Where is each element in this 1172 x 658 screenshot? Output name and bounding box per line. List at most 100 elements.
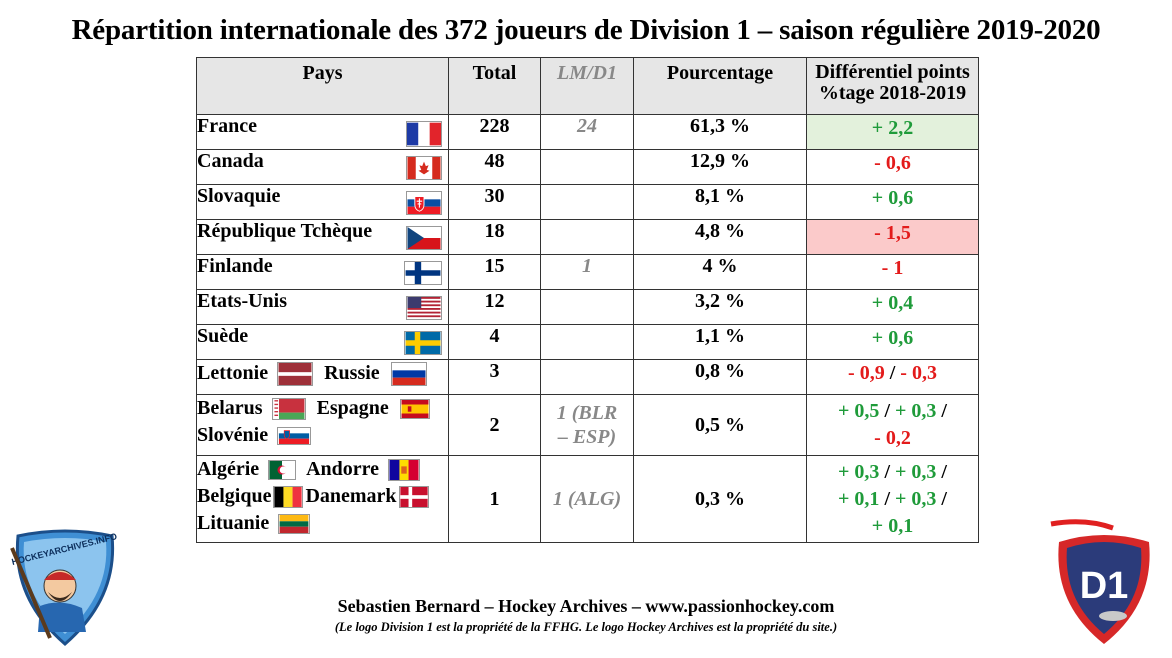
diff-cell: - 0,6 <box>806 149 979 185</box>
country-name: Suède <box>197 325 249 347</box>
country-cell: Belarus Espagne Slovénie <box>196 394 449 456</box>
diff-separator: / <box>884 460 890 483</box>
lm-cell: 24 <box>540 114 634 150</box>
country-name-denmark: Danemark <box>305 485 397 507</box>
table-row: Finlande 15 1 4 % - 1 <box>196 254 979 290</box>
country-name-belarus: Belarus <box>197 397 263 419</box>
players-table: Pays Total LM/D1 Pourcentage Différentie… <box>196 57 979 543</box>
usa-flag-icon <box>406 296 442 320</box>
country-name-spain: Espagne <box>316 397 389 419</box>
diff-belarus: + 0,5 <box>838 400 880 422</box>
percentage-cell: 4,8 % <box>633 219 807 255</box>
total-cell: 12 <box>448 289 541 325</box>
total-cell: 15 <box>448 254 541 290</box>
diff-cell: + 0,5 / + 0,3 / - 0,2 <box>806 394 979 456</box>
country-cell: Suède <box>196 324 449 360</box>
belarus-flag-icon <box>271 398 306 421</box>
country-name-russia: Russie <box>324 362 380 384</box>
lm-cell <box>540 184 634 220</box>
diff-separator: / <box>941 487 947 510</box>
total-cell: 2 <box>448 394 541 456</box>
country-name-latvia: Lettonie <box>197 362 269 384</box>
header-lm: LM/D1 <box>540 57 634 115</box>
header-percentage: Pourcentage <box>633 57 807 115</box>
percentage-cell: 1,1 % <box>633 324 807 360</box>
diff-andorra: + 0,3 <box>895 460 937 483</box>
country-cell: République Tchèque <box>196 219 449 255</box>
percentage-cell: 0,8 % <box>633 359 807 395</box>
lm-cell <box>540 324 634 360</box>
total-cell: 4 <box>448 324 541 360</box>
france-flag-icon <box>406 121 442 147</box>
total-cell: 1 <box>448 455 541 543</box>
percentage-cell: 0,3 % <box>633 455 807 543</box>
country-name: Etats-Unis <box>197 290 288 312</box>
finland-flag-icon <box>404 261 442 285</box>
total-cell: 48 <box>448 149 541 185</box>
diff-cell: - 0,9 / - 0,3 <box>806 359 979 395</box>
diff-algeria: + 0,3 <box>838 460 880 483</box>
country-name-algeria: Algérie <box>197 458 260 480</box>
lm-line1: 1 (BLR <box>556 402 618 424</box>
country-name: Canada <box>197 150 264 172</box>
country-cell: France <box>196 114 449 150</box>
table-row: Belarus Espagne Slovénie 2 1 (BLR – ESP)… <box>196 394 979 456</box>
table-row: France 228 24 61,3 % + 2,2 <box>196 114 979 150</box>
diff-lithuania: + 0,1 <box>871 514 914 537</box>
lm-cell: 1 <box>540 254 634 290</box>
slovakia-flag-icon <box>406 191 442 215</box>
country-cell: Finlande <box>196 254 449 290</box>
country-cell: Slovaquie <box>196 184 449 220</box>
footer-note: (Le logo Division 1 est la propriété de … <box>334 620 838 634</box>
diff-cell: + 0,3 / + 0,3 / + 0,1 / + 0,3 / + 0,1 <box>806 455 979 543</box>
sweden-flag-icon <box>404 331 442 355</box>
header-country: Pays <box>196 57 449 115</box>
page-title: Répartition internationale des 372 joueu… <box>71 14 1101 46</box>
country-cell: Algérie Andorre Belgique Danemark Lituani… <box>196 455 449 543</box>
footer-credit: Sebastien Bernard – Hockey Archives – ww… <box>337 596 835 616</box>
total-cell: 30 <box>448 184 541 220</box>
country-name: République Tchèque <box>197 220 373 242</box>
diff-separator: / <box>884 487 890 510</box>
lm-cell: 1 (ALG) <box>540 455 634 543</box>
diff-cell: + 2,2 <box>806 114 979 150</box>
diff-cell: + 0,4 <box>806 289 979 325</box>
diff-latvia: - 0,9 <box>848 362 885 384</box>
diff-cell: - 1 <box>806 254 979 290</box>
country-name: France <box>197 115 257 137</box>
lm-line2: – ESP) <box>557 426 617 448</box>
diff-russia: - 0,3 <box>900 362 937 384</box>
country-name-lithuania: Lituanie <box>197 512 270 534</box>
diff-separator: / <box>941 460 947 483</box>
latvia-flag-icon <box>277 362 314 387</box>
lm-cell <box>540 149 634 185</box>
lithuania-flag-icon <box>278 514 311 535</box>
diff-belgium: + 0,1 <box>838 487 880 510</box>
country-name-belgium: Belgique <box>197 485 272 507</box>
table-row: République Tchèque 18 4,8 % - 1,5 <box>196 219 979 255</box>
russia-flag-icon <box>390 362 427 387</box>
header-row: Pays Total LM/D1 Pourcentage Différentie… <box>196 57 979 115</box>
total-cell: 228 <box>448 114 541 150</box>
canada-flag-icon <box>406 156 442 180</box>
lm-cell <box>540 219 634 255</box>
table-row: Suède 4 1,1 % + 0,6 <box>196 324 979 360</box>
diff-separator: / <box>889 362 896 384</box>
header-diff-line1: Différentiel points <box>815 61 970 83</box>
table-row: Algérie Andorre Belgique Danemark Lituani… <box>196 455 979 543</box>
percentage-cell: 8,1 % <box>633 184 807 220</box>
lm-cell <box>540 289 634 325</box>
diff-denmark: + 0,3 <box>895 487 937 510</box>
belgium-flag-icon <box>273 486 304 509</box>
country-cell: Canada <box>196 149 449 185</box>
percentage-cell: 61,3 % <box>633 114 807 150</box>
lm-cell: 1 (BLR – ESP) <box>540 394 634 456</box>
czech-flag-icon <box>406 226 442 250</box>
diff-cell: - 1,5 <box>806 219 979 255</box>
header-total: Total <box>448 57 541 115</box>
country-name: Slovaquie <box>197 185 281 207</box>
diff-separator: / <box>941 400 947 422</box>
hockey-archives-logo: HOCKEYARCHIVES.INFO <box>10 529 118 646</box>
diff-slovenia: - 0,2 <box>874 427 911 449</box>
percentage-cell: 0,5 % <box>633 394 807 456</box>
